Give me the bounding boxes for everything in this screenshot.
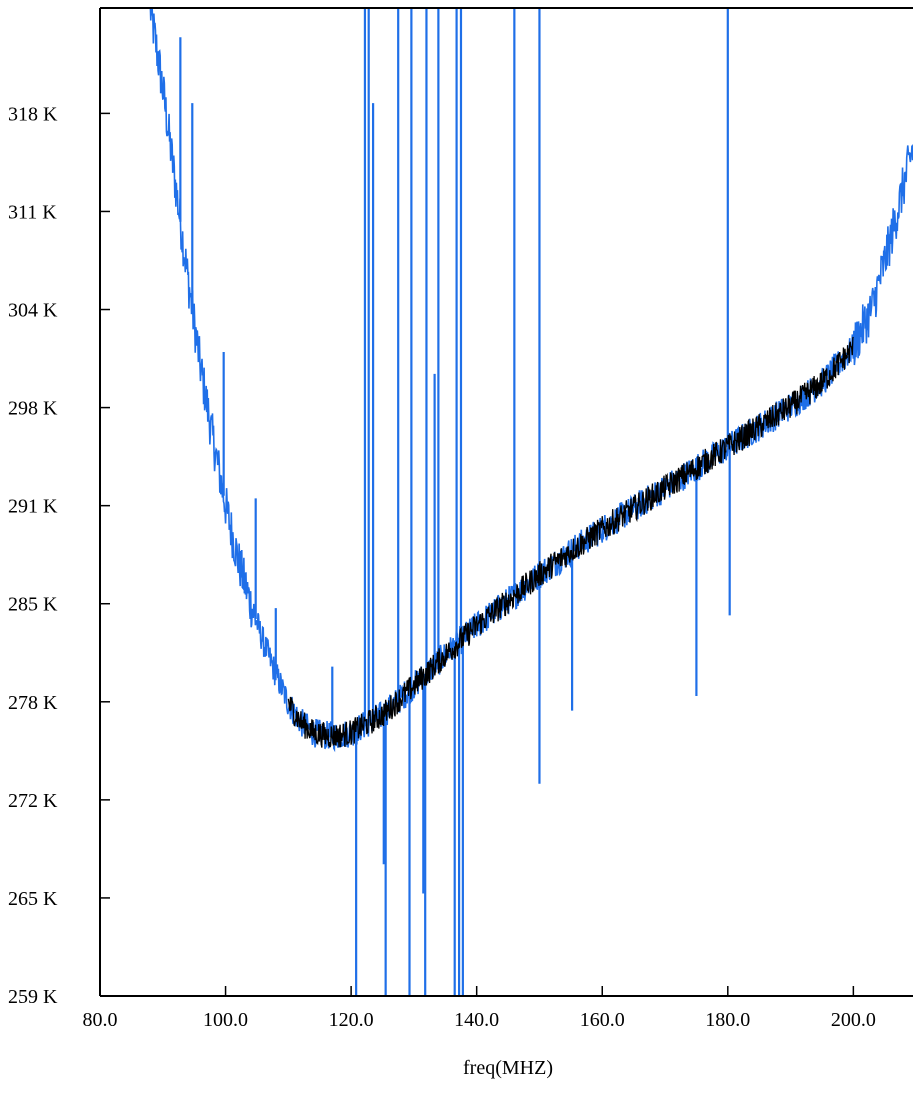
y-tick-label: 265 K: [8, 888, 58, 910]
x-ticks: 80.0 100.0 120.0 140.0 160.0 180.0 200.0: [83, 986, 876, 1031]
y-tick-label: 272 K: [8, 790, 58, 812]
series-2: [287, 336, 854, 748]
y-tick-label: 304 K: [8, 300, 58, 322]
x-tick-label: 140.0: [454, 1009, 499, 1031]
y-tick-label: 311 K: [8, 201, 57, 223]
series-layer: [149, 8, 913, 996]
y-tick-label: 285 K: [8, 594, 58, 616]
y-tick-label: 291 K: [8, 496, 58, 518]
x-tick-label: 100.0: [203, 1009, 248, 1031]
x-tick-label: 200.0: [831, 1009, 876, 1031]
y-tick-label: 278 K: [8, 692, 58, 714]
axes-layer: [99, 7, 913, 997]
series-1-line: [149, 8, 913, 753]
y-ticks: 259 K 265 K 272 K 278 K 285 K 291 K 298 K 304 K…: [8, 103, 110, 1008]
series-2-line: [287, 336, 854, 748]
y-tick-label: 298 K: [8, 398, 58, 420]
series-1: [149, 8, 913, 996]
x-tick-label: 120.0: [329, 1009, 374, 1031]
x-tick-label: 160.0: [580, 1009, 625, 1031]
x-axis-label: freq(MHZ): [463, 1057, 553, 1079]
x-tick-label: 80.0: [83, 1009, 118, 1031]
y-tick-label: 259 K: [8, 986, 58, 1008]
y-tick-label: 318 K: [8, 103, 58, 125]
x-tick-label: 180.0: [705, 1009, 750, 1031]
